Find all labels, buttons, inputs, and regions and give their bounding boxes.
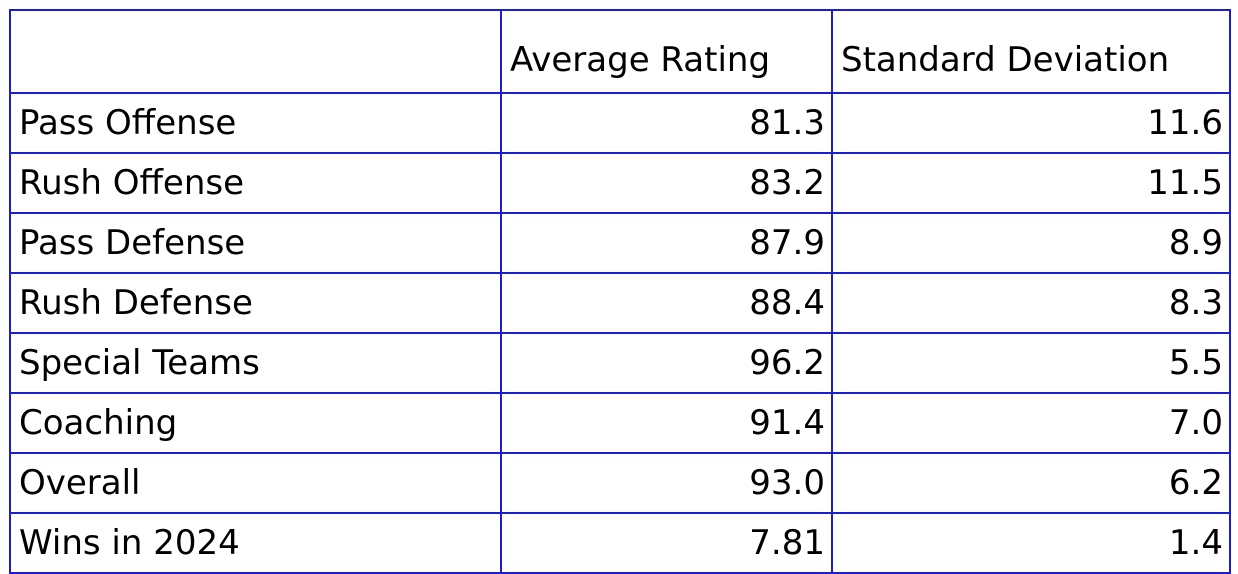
value-cell: 7.81 — [500, 512, 833, 574]
value-cell: 91.4 — [500, 392, 833, 454]
ratings-table: Average Rating Standard Deviation Pass Of… — [9, 9, 1231, 574]
table-row: Wins in 2024 7.81 1.4 — [9, 512, 1231, 574]
value-cell: 7.0 — [831, 392, 1231, 454]
column-header: Average Rating — [500, 9, 833, 94]
value-cell: 8.9 — [831, 212, 1231, 274]
table-row: Pass Offense 81.3 11.6 — [9, 92, 1231, 154]
column-header: Standard Deviation — [831, 9, 1231, 94]
row-label: Special Teams — [9, 332, 502, 394]
row-label: Rush Defense — [9, 272, 502, 334]
table-row: Rush Defense 88.4 8.3 — [9, 272, 1231, 334]
table-row: Rush Offense 83.2 11.5 — [9, 152, 1231, 214]
value-cell: 88.4 — [500, 272, 833, 334]
value-cell: 96.2 — [500, 332, 833, 394]
row-label: Coaching — [9, 392, 502, 454]
value-cell: 93.0 — [500, 452, 833, 514]
row-label: Rush Offense — [9, 152, 502, 214]
row-label: Wins in 2024 — [9, 512, 502, 574]
value-cell: 6.2 — [831, 452, 1231, 514]
table-body: Pass Offense 81.3 11.6 Rush Offense 83.2 11.5… — [9, 92, 1231, 574]
row-label: Pass Defense — [9, 212, 502, 274]
row-label: Overall — [9, 452, 502, 514]
value-cell: 83.2 — [500, 152, 833, 214]
value-cell: 11.6 — [831, 92, 1231, 154]
value-cell: 81.3 — [500, 92, 833, 154]
table-row: Special Teams 96.2 5.5 — [9, 332, 1231, 394]
value-cell: 87.9 — [500, 212, 833, 274]
table-row: Pass Defense 87.9 8.9 — [9, 212, 1231, 274]
table-row: Overall 93.0 6.2 — [9, 452, 1231, 514]
row-label: Pass Offense — [9, 92, 502, 154]
header-row: Average Rating Standard Deviation — [9, 9, 1231, 94]
corner-cell — [9, 9, 502, 94]
value-cell: 5.5 — [831, 332, 1231, 394]
value-cell: 8.3 — [831, 272, 1231, 334]
table-row: Coaching 91.4 7.0 — [9, 392, 1231, 454]
value-cell: 11.5 — [831, 152, 1231, 214]
value-cell: 1.4 — [831, 512, 1231, 574]
